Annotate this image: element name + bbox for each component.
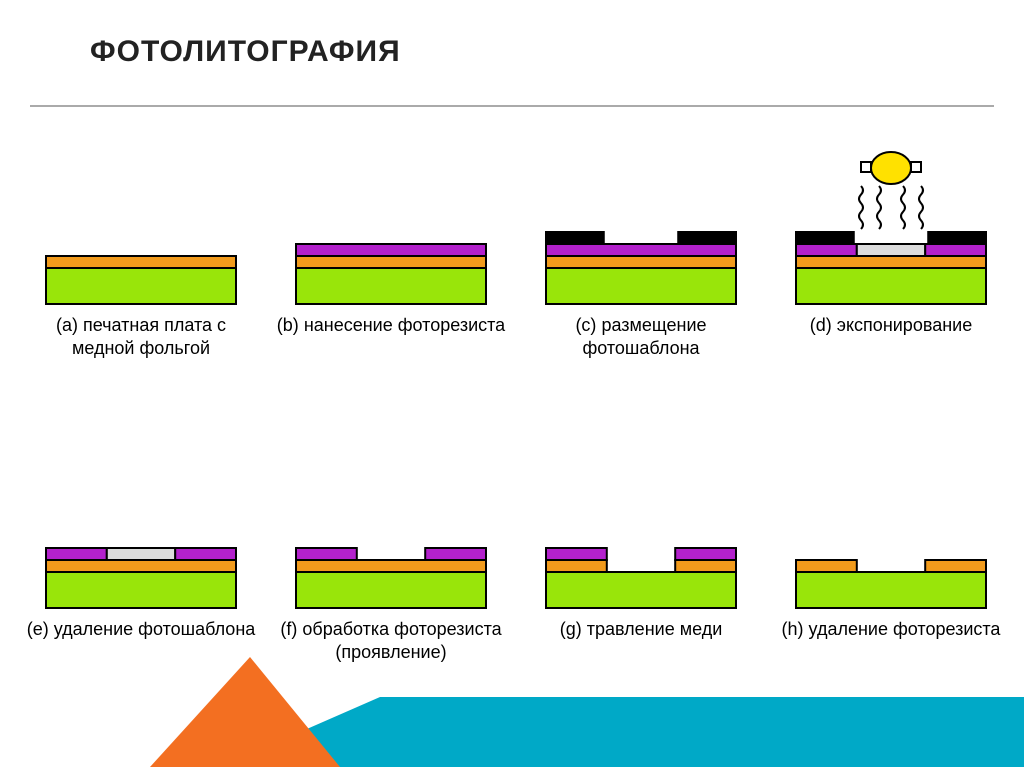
diagram-step: (f) обработка фоторезиста (проявление) [276,434,506,663]
diagram-step: (c) размещение фотошаблона [526,130,756,359]
step-label: травление меди [587,619,722,639]
step-figure [286,434,496,614]
step-tag: (e) [27,619,49,639]
step-caption: (b) нанесение фоторезиста [276,314,506,337]
figure-wrapper [36,434,246,614]
diagram-step: (b) нанесение фоторезиста [276,130,506,359]
step-tag: (f) [280,619,297,639]
step-tag: (a) [56,315,78,335]
step-label: экспонирование [837,315,972,335]
figure-wrapper [786,130,996,310]
diagram-grid: (a) печатная плата с медной фольгой (b) н… [26,130,996,663]
step-tag: (g) [560,619,582,639]
step-figure [36,434,246,614]
step-figure [536,434,746,614]
diagram-step: (a) печатная плата с медной фольгой [26,130,256,359]
diagram-step: (h) удаление фоторезиста [776,434,1006,663]
step-figure [786,434,996,614]
step-tag: (b) [277,315,299,335]
slide: ФОТОЛИТОГРАФИЯ (a) печатная плата с медн… [0,0,1024,767]
step-figure [36,130,246,310]
step-figure [286,130,496,310]
step-figure [536,130,746,310]
step-figure [786,130,996,310]
step-label: размещение фотошаблона [582,315,706,358]
step-label: удаление фоторезиста [809,619,1001,639]
step-label: удаление фотошаблона [54,619,256,639]
figure-wrapper [286,434,496,614]
step-label: печатная плата с медной фольгой [72,315,226,358]
step-caption: (c) размещение фотошаблона [526,314,756,359]
diagram-step: (g) травление меди [526,434,756,663]
figure-wrapper [286,130,496,310]
step-caption: (d) экспонирование [776,314,1006,337]
step-caption: (h) удаление фоторезиста [776,618,1006,641]
page-title: ФОТОЛИТОГРАФИЯ [90,35,401,69]
corner-decoration [0,657,1024,767]
diagram-step: (e) удаление фотошаблона [26,434,256,663]
step-tag: (c) [575,315,596,335]
divider [30,105,994,107]
step-caption: (g) травление меди [526,618,756,641]
step-caption: (a) печатная плата с медной фольгой [26,314,256,359]
step-tag: (d) [810,315,832,335]
figure-wrapper [786,434,996,614]
figure-wrapper [536,434,746,614]
step-caption: (e) удаление фотошаблона [26,618,256,641]
diagram-step: (d) экспонирование [776,130,1006,359]
step-label: нанесение фоторезиста [304,315,505,335]
step-label: обработка фоторезиста (проявление) [302,619,501,662]
figure-wrapper [536,130,746,310]
step-tag: (h) [782,619,804,639]
figure-wrapper [36,130,246,310]
